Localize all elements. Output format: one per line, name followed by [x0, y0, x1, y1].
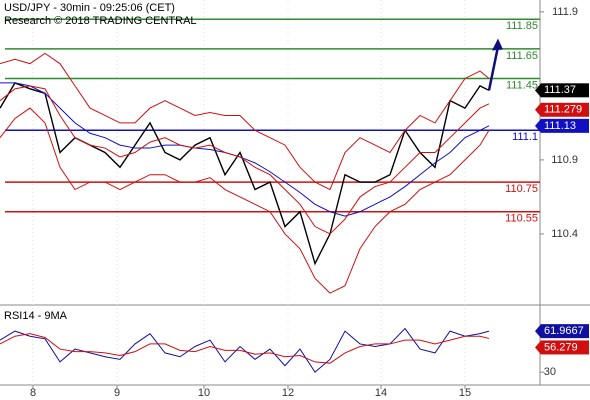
x-tick-label: 12 — [282, 387, 294, 399]
price-badge-pointer — [535, 324, 541, 339]
arrow — [487, 46, 500, 91]
price-badge-label: 111.279 — [544, 104, 582, 116]
chart-title: USD/JPY - 30min - 09:25:06 (CET) — [4, 2, 175, 14]
price-badge-label: 111.37 — [544, 84, 576, 96]
price-badge — [541, 324, 589, 339]
price-badge — [541, 102, 589, 117]
series-line — [0, 107, 490, 294]
price-badge-pointer — [535, 118, 541, 133]
level-label: 110.55 — [505, 213, 538, 225]
x-tick-label: 8 — [30, 387, 36, 399]
price-badge-pointer — [535, 83, 541, 98]
x-tick-label: 9 — [114, 387, 120, 399]
y-tick-label: 110.4 — [551, 228, 578, 240]
price-badge-pointer — [535, 340, 541, 355]
rsi-title: RSI14 - 9MA — [4, 310, 68, 322]
price-badge-pointer — [535, 102, 541, 117]
y-tick-label: 110.9 — [551, 154, 578, 166]
level-label: 110.75 — [505, 183, 538, 195]
level-label: 111.1 — [512, 131, 538, 143]
series-line — [0, 52, 490, 191]
price-badge-label: 56.279 — [544, 341, 578, 353]
arrow-head — [492, 38, 503, 51]
chart-subtitle: Research © 2018 TRADING CENTRAL — [4, 15, 197, 27]
y-tick-label: 30 — [544, 366, 556, 378]
series-line — [0, 327, 490, 373]
level-label: 111.65 — [506, 50, 538, 62]
series-line — [0, 85, 490, 235]
x-tick-label: 15 — [459, 387, 471, 399]
series-line — [0, 333, 490, 364]
price-badge-label: 61.9667 — [544, 325, 584, 337]
x-tick-label: 10 — [198, 387, 210, 399]
level-label: 111.45 — [506, 79, 538, 91]
price-badge-label: 111.13 — [544, 120, 576, 132]
level-label: 111.85 — [506, 20, 538, 32]
y-tick-label: 111.9 — [552, 6, 578, 18]
price-badge — [541, 83, 589, 98]
x-tick-label: 14 — [375, 387, 387, 399]
series-line — [0, 82, 490, 217]
price-badge — [541, 340, 589, 355]
price-badge — [541, 118, 589, 133]
